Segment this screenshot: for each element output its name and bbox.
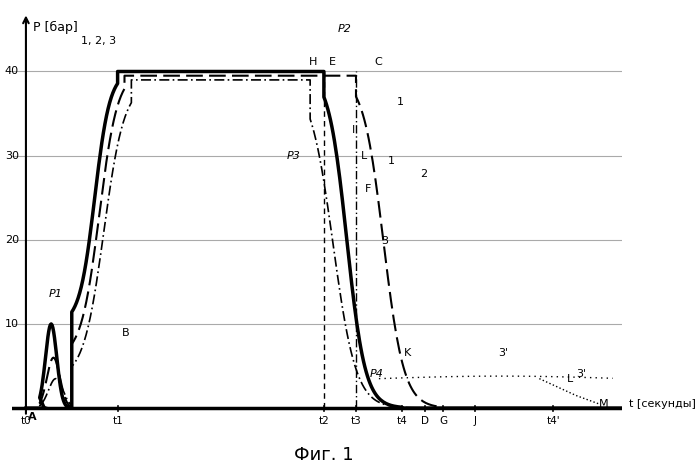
Text: t [секунды]: t [секунды] <box>628 399 696 409</box>
Text: t3: t3 <box>351 416 361 425</box>
Text: 1, 2, 3: 1, 2, 3 <box>81 36 116 46</box>
Text: P3: P3 <box>287 151 301 160</box>
Text: Фиг. 1: Фиг. 1 <box>294 446 354 464</box>
Text: P4: P4 <box>370 369 384 379</box>
Text: t4': t4' <box>547 416 560 425</box>
Text: 30: 30 <box>5 151 19 160</box>
Text: B: B <box>122 328 130 338</box>
Text: E: E <box>329 57 336 67</box>
Text: 3': 3' <box>576 369 586 379</box>
Text: 40: 40 <box>5 66 19 76</box>
Text: t2: t2 <box>319 416 329 425</box>
Text: A: A <box>28 412 37 422</box>
Text: 20: 20 <box>5 235 19 245</box>
Text: I: I <box>352 126 355 135</box>
Text: P2: P2 <box>338 24 352 33</box>
Text: P1: P1 <box>49 289 63 299</box>
Text: G: G <box>439 416 447 425</box>
Text: t4: t4 <box>396 416 408 425</box>
Text: L: L <box>567 374 573 384</box>
Text: J: J <box>474 416 477 425</box>
Text: C: C <box>375 57 382 67</box>
Text: 10: 10 <box>5 319 19 329</box>
Text: 1: 1 <box>397 97 404 107</box>
Text: F: F <box>365 184 372 194</box>
Text: t0: t0 <box>21 416 31 425</box>
Text: K: K <box>404 348 411 358</box>
Text: M: M <box>599 399 609 409</box>
Text: D: D <box>421 416 428 425</box>
Text: 3': 3' <box>498 348 508 359</box>
Text: 1: 1 <box>388 156 395 166</box>
Text: P [бар]: P [бар] <box>33 21 78 34</box>
Text: t1: t1 <box>113 416 123 425</box>
Text: L: L <box>361 151 367 160</box>
Text: H: H <box>309 57 317 67</box>
Text: 2: 2 <box>420 169 427 179</box>
Text: 3: 3 <box>381 236 388 246</box>
